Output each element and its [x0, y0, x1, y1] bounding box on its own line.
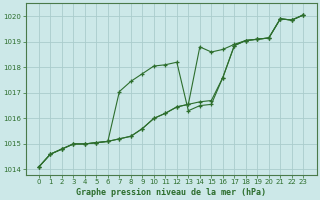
- X-axis label: Graphe pression niveau de la mer (hPa): Graphe pression niveau de la mer (hPa): [76, 188, 266, 197]
